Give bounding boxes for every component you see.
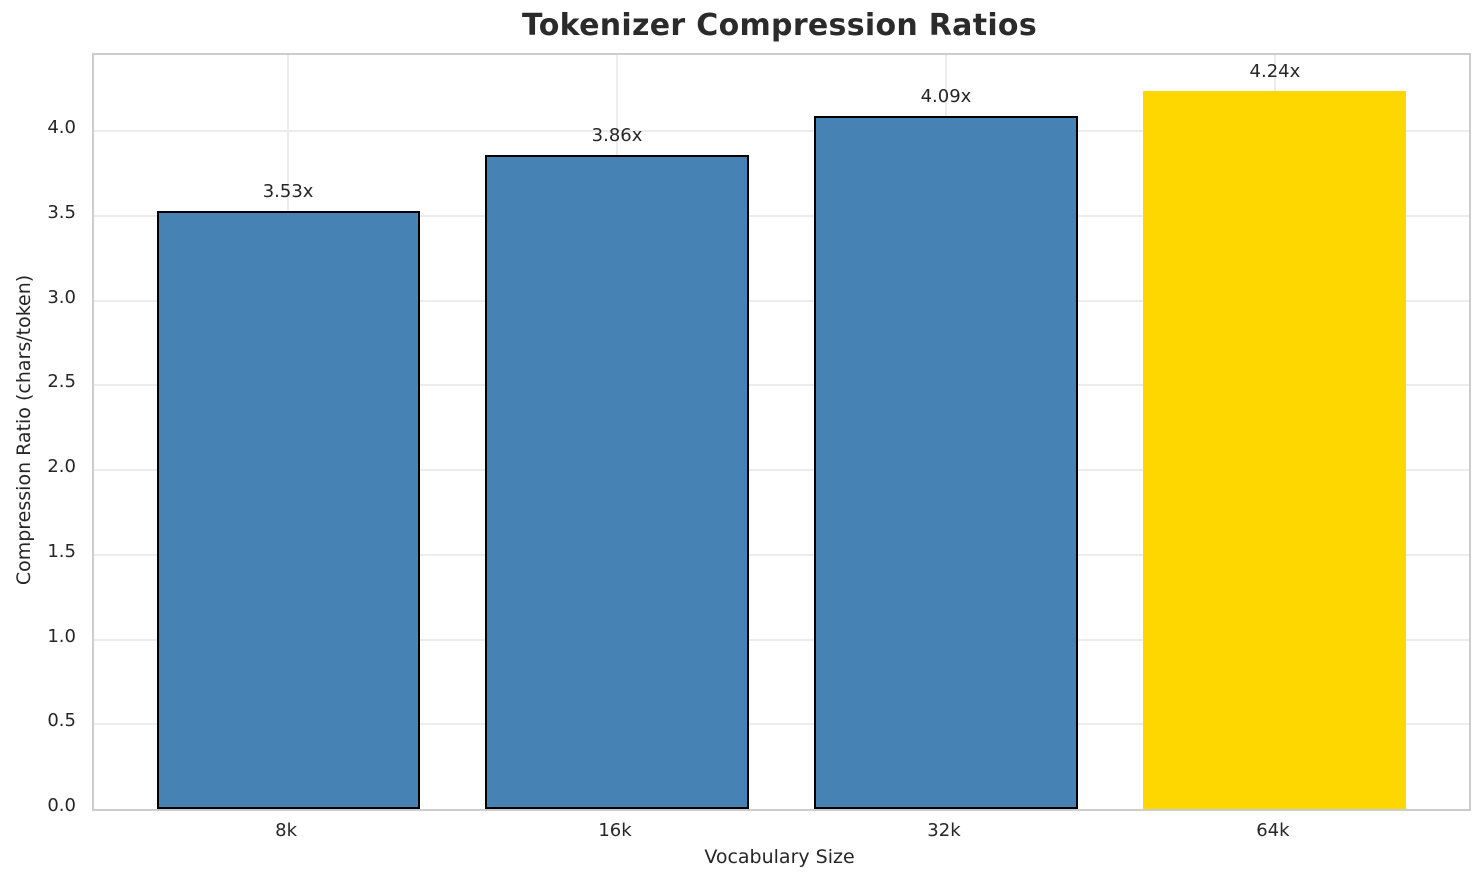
y-tick-label: 2.0 — [47, 456, 76, 478]
y-tick-label: 2.5 — [47, 371, 76, 393]
x-axis-label: Vocabulary Size — [704, 846, 855, 868]
x-tick-label-16k: 16k — [598, 820, 632, 841]
x-tick-label-64k: 64k — [1256, 820, 1290, 841]
horizontal-gridline — [94, 214, 1469, 217]
y-tick-label: 1.5 — [47, 540, 76, 562]
x-tick-label-32k: 32k — [927, 820, 961, 841]
horizontal-gridline — [94, 130, 1469, 133]
bar-value-label-64k: 4.24x — [1249, 60, 1301, 82]
bar-value-label-8k: 3.53x — [262, 180, 314, 202]
bar-value-label-16k: 3.86x — [591, 124, 643, 146]
plot-area: 3.53x 3.86x 4.09x 4.24x — [92, 53, 1471, 811]
horizontal-gridline — [94, 299, 1469, 302]
horizontal-gridline — [94, 553, 1469, 556]
y-tick-label: 3.0 — [47, 286, 76, 308]
bar-value-label-32k: 4.09x — [920, 85, 972, 107]
y-tick-label: 0.5 — [47, 710, 76, 732]
y-axis-label: Compression Ratio (chars/token) — [13, 274, 35, 586]
y-tick-label: 4.0 — [47, 117, 76, 139]
horizontal-gridline — [94, 723, 1469, 726]
bar-8k — [156, 210, 420, 809]
bar-64k — [1143, 90, 1407, 809]
y-tick-label: 0.0 — [47, 795, 76, 816]
horizontal-gridline — [94, 638, 1469, 641]
bar-16k — [485, 154, 749, 809]
bar-32k — [814, 116, 1078, 809]
y-tick-label: 1.0 — [47, 625, 76, 647]
y-tick-label: 3.5 — [47, 201, 76, 223]
horizontal-gridline — [94, 469, 1469, 472]
x-tick-label-8k: 8k — [275, 820, 298, 841]
chart-title: Tokenizer Compression Ratios — [521, 8, 1038, 43]
horizontal-gridline — [94, 384, 1469, 387]
